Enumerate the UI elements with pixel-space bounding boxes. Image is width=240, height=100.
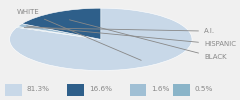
Text: 1.6%: 1.6%	[151, 86, 170, 92]
Text: 16.6%: 16.6%	[89, 86, 112, 92]
Wedge shape	[18, 24, 101, 39]
FancyBboxPatch shape	[5, 84, 22, 96]
Wedge shape	[22, 8, 101, 39]
Text: WHITE: WHITE	[17, 9, 141, 60]
Text: A.I.: A.I.	[24, 28, 215, 34]
FancyBboxPatch shape	[67, 84, 84, 96]
FancyBboxPatch shape	[173, 84, 190, 96]
Wedge shape	[10, 8, 192, 70]
Text: HISPANIC: HISPANIC	[27, 26, 236, 47]
FancyBboxPatch shape	[130, 84, 146, 96]
Text: 81.3%: 81.3%	[26, 86, 49, 92]
Wedge shape	[17, 26, 101, 39]
Text: 0.5%: 0.5%	[194, 86, 213, 92]
Text: BLACK: BLACK	[69, 20, 227, 60]
